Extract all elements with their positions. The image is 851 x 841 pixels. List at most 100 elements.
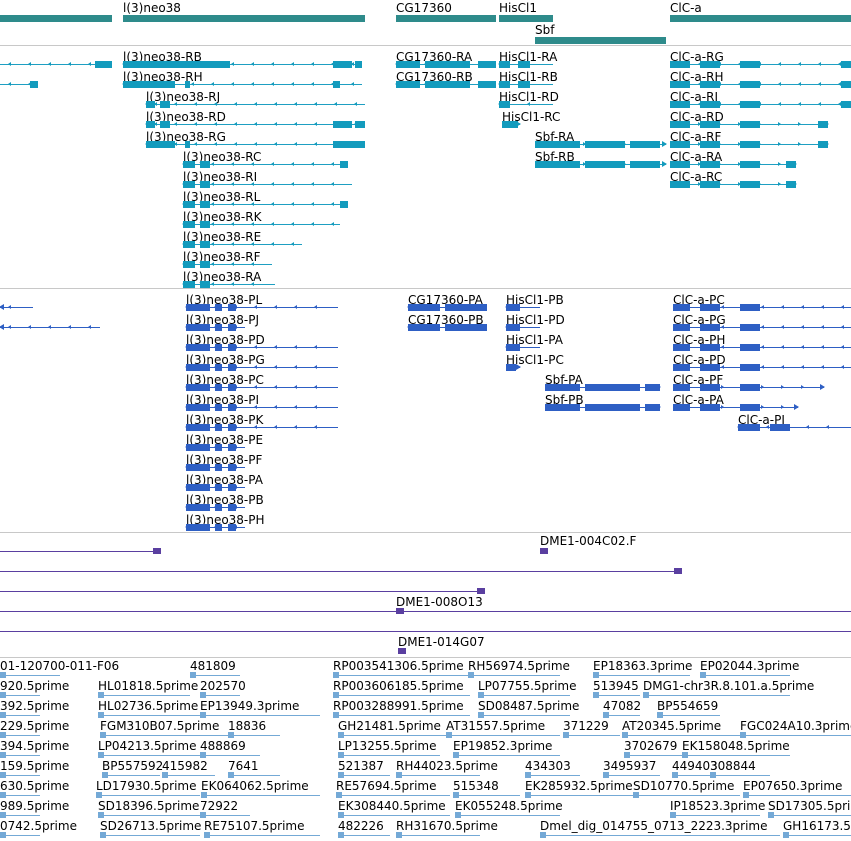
strand-chevron-icon	[334, 142, 337, 146]
exon-block	[186, 324, 210, 331]
strand-chevron-icon	[416, 305, 419, 309]
exon-block	[700, 324, 720, 331]
strand-chevron-icon	[314, 425, 317, 429]
strand-chevron-icon	[8, 82, 11, 86]
feature-label: CG17360-RA	[396, 50, 473, 64]
strand-chevron-icon	[151, 62, 154, 66]
strand-chevron-icon	[214, 142, 217, 146]
exon-block	[183, 241, 195, 248]
strand-chevron-icon	[294, 365, 297, 369]
feature-label: ClC-a-RI	[670, 90, 718, 104]
exon-block	[740, 181, 760, 188]
strand-chevron-icon	[174, 122, 177, 126]
strand-chevron-icon	[211, 242, 214, 246]
exon-block	[200, 261, 210, 268]
exon-block	[215, 444, 222, 451]
est-line	[478, 715, 570, 716]
strand-chevron-icon	[464, 82, 467, 86]
feature-label: HisCl1-RA	[499, 50, 558, 64]
intron-line	[186, 307, 338, 308]
feature-label: l(3)neo38-PF	[186, 453, 263, 467]
exon-block	[700, 344, 720, 351]
strand-chevron-icon	[701, 305, 704, 309]
feature-label: RE57694.5prime	[336, 779, 437, 793]
arrow-right-icon	[662, 141, 667, 147]
exon-block	[228, 444, 236, 451]
feature-label: RH44023.5prime	[396, 759, 498, 773]
strand-chevron-icon	[527, 82, 530, 86]
est-track: 01-120700-011-F06 481809 RP003541306.5prim…	[0, 658, 851, 841]
strand-chevron-icon	[758, 102, 761, 106]
strand-chevron-icon	[271, 202, 274, 206]
arrow-left-icon	[185, 504, 190, 510]
strand-chevron-icon	[718, 142, 721, 146]
strand-chevron-icon	[234, 525, 237, 529]
exon-block	[183, 181, 195, 188]
intron-line	[183, 164, 348, 165]
est-line	[396, 835, 480, 836]
strand-chevron-icon	[194, 525, 197, 529]
strand-chevron-icon	[251, 202, 254, 206]
strand-chevron-icon	[231, 82, 234, 86]
feature-label: l(3)neo38-PD	[186, 333, 265, 347]
exon-block	[186, 364, 210, 371]
strand-chevron-icon	[214, 465, 217, 469]
exon-block	[200, 241, 210, 248]
exon-block	[506, 324, 520, 331]
strand-chevron-icon	[613, 385, 616, 389]
strand-chevron-icon	[231, 242, 234, 246]
intron-line	[499, 104, 553, 105]
strand-chevron-icon	[543, 142, 546, 146]
strand-chevron-icon	[271, 222, 274, 226]
feature-label: l(3)neo38-PK	[186, 413, 264, 427]
est-block	[0, 752, 6, 758]
strand-chevron-icon	[798, 82, 801, 86]
strand-chevron-icon	[294, 405, 297, 409]
strand-chevron-icon	[231, 62, 234, 66]
strand-chevron-icon	[8, 62, 11, 66]
strand-chevron-icon	[234, 445, 237, 449]
strand-chevron-icon	[311, 162, 314, 166]
strand-chevron-icon	[701, 405, 704, 409]
feature-label: 3495937	[603, 759, 657, 773]
est-line	[338, 735, 450, 736]
est-line	[98, 715, 200, 716]
strand-chevron-icon	[191, 82, 194, 86]
strand-chevron-icon	[778, 122, 781, 126]
est-line	[700, 675, 790, 676]
strand-chevron-icon	[738, 142, 741, 146]
est-line	[633, 795, 740, 796]
est-block	[100, 832, 106, 838]
feature-label: l(3)neo38-PC	[186, 373, 264, 387]
arrow-left-icon	[185, 484, 190, 490]
exon-block	[228, 504, 236, 511]
clone-end	[477, 588, 485, 594]
strand-chevron-icon	[214, 405, 217, 409]
strand-chevron-icon	[818, 142, 821, 146]
strand-chevron-icon	[681, 345, 684, 349]
strand-chevron-icon	[798, 122, 801, 126]
strand-chevron-icon	[351, 82, 354, 86]
exon-block	[408, 324, 440, 331]
strand-chevron-icon	[314, 365, 317, 369]
exon-block	[408, 304, 440, 311]
feature-label: l(3)neo38-RE	[183, 230, 262, 244]
strand-chevron-icon	[274, 122, 277, 126]
intron-line	[670, 164, 796, 165]
strand-chevron-icon	[801, 325, 804, 329]
est-line	[453, 755, 560, 756]
exon-block	[228, 484, 236, 491]
strand-chevron-icon	[758, 62, 761, 66]
strand-chevron-icon	[294, 102, 297, 106]
strand-chevron-icon	[311, 82, 314, 86]
strand-chevron-icon	[436, 305, 439, 309]
exon-block	[186, 404, 210, 411]
strand-chevron-icon	[653, 405, 656, 409]
strand-chevron-icon	[274, 142, 277, 146]
exon-block	[786, 181, 796, 188]
strand-chevron-icon	[274, 425, 277, 429]
strand-chevron-icon	[294, 385, 297, 389]
strand-chevron-icon	[416, 325, 419, 329]
feature-label: 392.5prime	[0, 699, 70, 713]
feature-label: l(3)neo38-PI	[186, 393, 260, 407]
